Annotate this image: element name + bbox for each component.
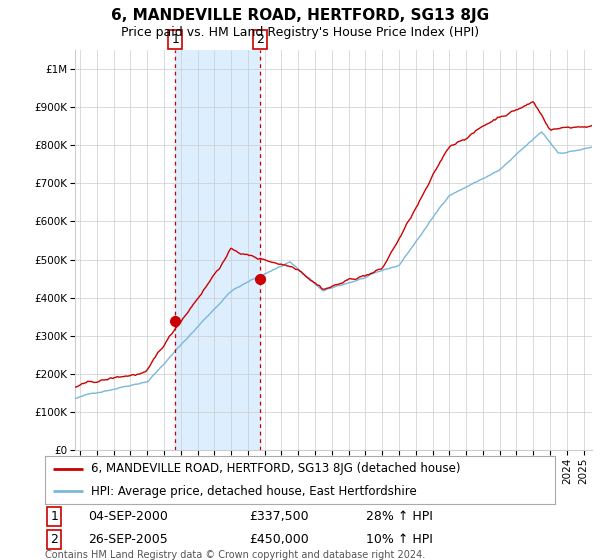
Text: £337,500: £337,500: [249, 510, 308, 523]
Text: 6, MANDEVILLE ROAD, HERTFORD, SG13 8JG: 6, MANDEVILLE ROAD, HERTFORD, SG13 8JG: [111, 8, 489, 23]
Text: 1: 1: [50, 510, 58, 523]
Text: 10% ↑ HPI: 10% ↑ HPI: [366, 533, 433, 545]
Text: 26-SEP-2005: 26-SEP-2005: [88, 533, 168, 545]
Text: £450,000: £450,000: [249, 533, 309, 545]
Text: 04-SEP-2000: 04-SEP-2000: [88, 510, 168, 523]
Text: 28% ↑ HPI: 28% ↑ HPI: [366, 510, 433, 523]
Text: 2: 2: [256, 33, 264, 46]
Text: 1: 1: [171, 33, 179, 46]
Text: 6, MANDEVILLE ROAD, HERTFORD, SG13 8JG (detached house): 6, MANDEVILLE ROAD, HERTFORD, SG13 8JG (…: [91, 463, 460, 475]
Text: HPI: Average price, detached house, East Hertfordshire: HPI: Average price, detached house, East…: [91, 484, 416, 497]
Bar: [175, 50, 260, 450]
Text: 2: 2: [50, 533, 58, 545]
Text: Price paid vs. HM Land Registry's House Price Index (HPI): Price paid vs. HM Land Registry's House …: [121, 26, 479, 39]
Text: Contains HM Land Registry data © Crown copyright and database right 2024.
This d: Contains HM Land Registry data © Crown c…: [45, 550, 425, 560]
